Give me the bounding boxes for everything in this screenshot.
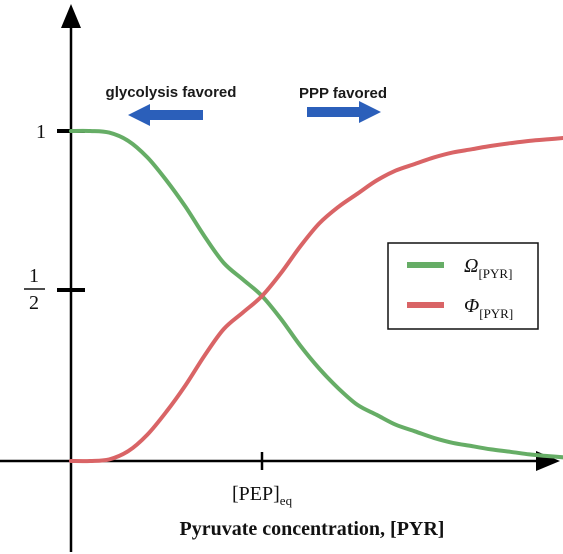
series-phi-line — [69, 135, 563, 464]
legend-omega-subscript: [PYR] — [478, 266, 512, 281]
x-axis-label: Pyruvate concentration, [PYR] — [180, 518, 445, 540]
y-axis-arrowhead — [61, 4, 81, 28]
y-tick-numerator: 1 — [29, 265, 39, 287]
y-tick-label-1: 1 — [36, 121, 46, 143]
x-tick-label-pep: [PEP]eq — [232, 483, 293, 508]
legend-label-omega: Ω[PYR] — [464, 255, 512, 281]
arrow-right-icon — [307, 101, 381, 123]
annotation-ppp-favored: PPP favored — [299, 85, 387, 102]
legend-omega-symbol: Ω — [464, 255, 478, 277]
series-omega-line — [69, 128, 563, 460]
x-tick-label-sub: eq — [280, 493, 293, 508]
arrow-left-icon — [128, 104, 203, 126]
annotation-glycolysis-favored: glycolysis favored — [106, 84, 237, 101]
x-tick-label-main: [PEP] — [232, 483, 280, 505]
legend-phi-subscript: [PYR] — [479, 306, 513, 321]
legend-label-phi: Φ[PYR] — [464, 295, 513, 321]
y-tick-denominator: 2 — [29, 292, 39, 314]
legend-phi-symbol: Φ — [464, 295, 479, 317]
legend-box — [387, 242, 539, 330]
